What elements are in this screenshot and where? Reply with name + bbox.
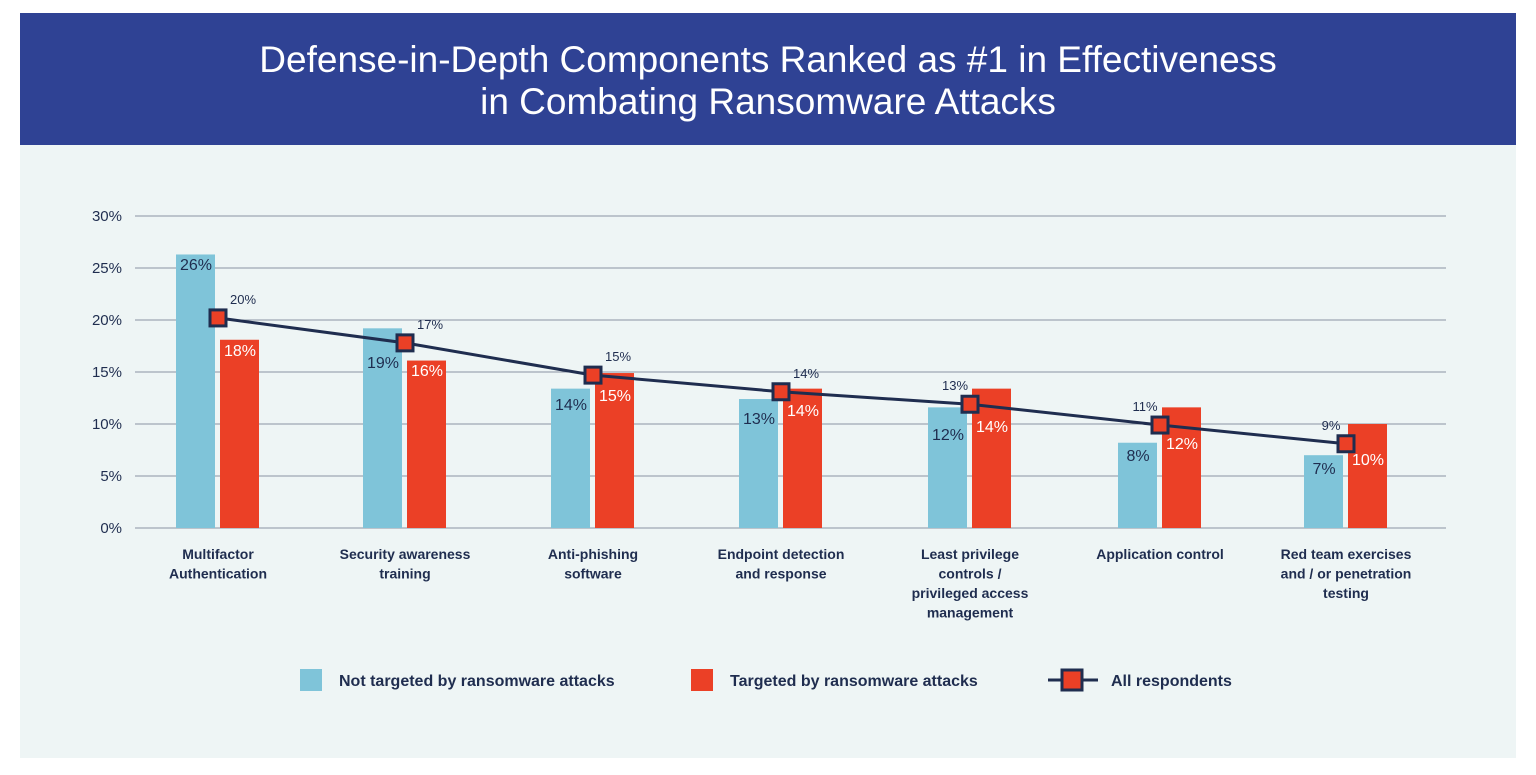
category-label: Red team exercises bbox=[1281, 546, 1412, 562]
y-tick-label: 10% bbox=[92, 416, 122, 433]
line-label: 13% bbox=[942, 378, 968, 393]
category-label: Application control bbox=[1096, 546, 1224, 562]
bar-label-targeted: 12% bbox=[1166, 436, 1198, 453]
bar-targeted bbox=[407, 360, 446, 528]
y-tick-label: 25% bbox=[92, 260, 122, 277]
category-label: management bbox=[927, 605, 1014, 621]
category-label: and response bbox=[735, 566, 826, 582]
line-label: 20% bbox=[230, 292, 256, 307]
legend-label-targeted: Targeted by ransomware attacks bbox=[730, 673, 978, 690]
y-tick-label: 0% bbox=[100, 520, 122, 537]
y-tick-label: 15% bbox=[92, 364, 122, 381]
bar-label-not-targeted: 26% bbox=[180, 257, 212, 274]
line-label: 14% bbox=[793, 366, 819, 381]
bar-targeted bbox=[595, 373, 634, 528]
category-label: Multifactor bbox=[182, 546, 254, 562]
bar-label-not-targeted: 13% bbox=[743, 411, 775, 428]
legend-label-all: All respondents bbox=[1111, 673, 1232, 690]
bar-not-targeted bbox=[551, 388, 590, 528]
legend-label-not-targeted: Not targeted by ransomware attacks bbox=[339, 673, 615, 690]
bar-label-targeted: 14% bbox=[787, 403, 819, 420]
bar-targeted bbox=[220, 339, 259, 528]
bar-label-not-targeted: 19% bbox=[367, 355, 399, 372]
bar-not-targeted bbox=[739, 399, 778, 528]
category-label: Endpoint detection bbox=[718, 546, 845, 562]
bar-label-not-targeted: 12% bbox=[932, 427, 964, 444]
category-label: software bbox=[564, 566, 622, 582]
bar-not-targeted bbox=[928, 407, 967, 528]
category-label: Security awareness bbox=[340, 546, 471, 562]
bar-label-targeted: 10% bbox=[1352, 452, 1384, 469]
bar-not-targeted bbox=[176, 254, 215, 529]
bar-not-targeted bbox=[1118, 442, 1157, 528]
category-label: Least privilege bbox=[921, 546, 1019, 562]
bar-label-targeted: 16% bbox=[411, 363, 443, 380]
line-label: 15% bbox=[605, 349, 631, 364]
category-label: controls / bbox=[938, 566, 1001, 582]
legend-marker-all bbox=[1060, 668, 1084, 692]
line-label: 9% bbox=[1322, 418, 1341, 433]
bar-label-not-targeted: 14% bbox=[555, 397, 587, 414]
chart-subtitle: in Combating Ransomware Attacks bbox=[480, 81, 1056, 122]
category-label: testing bbox=[1323, 585, 1369, 601]
marker-all-respondents bbox=[583, 365, 603, 385]
category-label: and / or penetration bbox=[1281, 566, 1412, 582]
marker-all-respondents bbox=[960, 394, 980, 414]
line-label: 11% bbox=[1132, 399, 1157, 414]
category-label: privileged access bbox=[912, 585, 1029, 601]
bar-not-targeted bbox=[363, 328, 402, 528]
category-label: Anti-phishing bbox=[548, 546, 638, 562]
bar-label-not-targeted: 8% bbox=[1126, 448, 1149, 465]
bar-not-targeted bbox=[1304, 455, 1343, 528]
chart-header: Defense-in-Depth Components Ranked as #1… bbox=[20, 13, 1516, 145]
marker-all-respondents bbox=[771, 382, 791, 402]
marker-all-respondents bbox=[208, 308, 228, 328]
bar-label-targeted: 15% bbox=[599, 388, 631, 405]
bar-targeted bbox=[783, 388, 822, 528]
y-tick-label: 20% bbox=[92, 312, 122, 329]
y-tick-label: 30% bbox=[92, 208, 122, 225]
category-label: Authentication bbox=[169, 566, 267, 582]
chart-title: Defense-in-Depth Components Ranked as #1… bbox=[259, 39, 1277, 80]
bar-label-targeted: 14% bbox=[976, 419, 1008, 436]
legend-swatch-not-targeted bbox=[300, 669, 322, 691]
bar-label-not-targeted: 7% bbox=[1312, 461, 1335, 478]
legend-swatch-targeted bbox=[691, 669, 713, 691]
marker-all-respondents bbox=[1150, 415, 1170, 435]
marker-all-respondents bbox=[395, 333, 415, 353]
bar-label-targeted: 18% bbox=[224, 343, 256, 360]
line-label: 17% bbox=[417, 317, 443, 332]
marker-all-respondents bbox=[1336, 434, 1356, 454]
y-tick-label: 5% bbox=[100, 468, 122, 485]
category-label: training bbox=[379, 566, 430, 582]
